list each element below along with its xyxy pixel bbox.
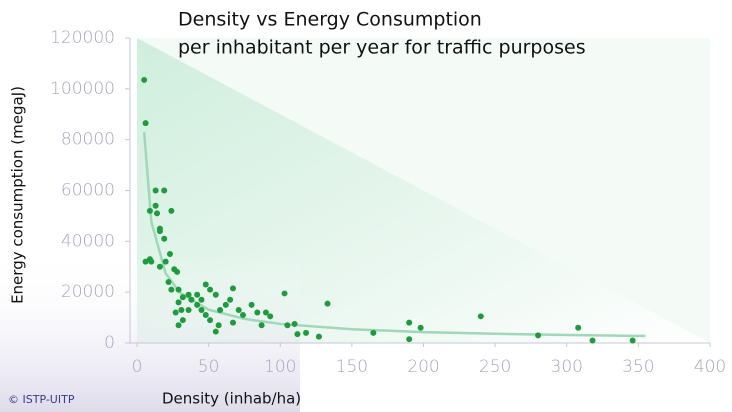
data-point (267, 313, 274, 320)
data-point (240, 312, 247, 319)
data-point (142, 258, 149, 265)
data-point (178, 306, 185, 313)
data-point (227, 296, 234, 303)
data-point (303, 329, 310, 336)
y-tick-label: 100000 (50, 79, 115, 99)
data-point (166, 251, 173, 258)
data-point (156, 263, 163, 270)
data-point (262, 309, 269, 316)
chart-subtitle: per inhabitant per year for traffic purp… (178, 37, 586, 59)
y-tick-label: 80000 (61, 130, 115, 150)
trend-line (142, 131, 646, 338)
data-point (248, 301, 255, 308)
data-point (207, 317, 214, 324)
data-point (175, 299, 182, 306)
x-tick-label: 250 (479, 357, 511, 377)
x-tick-label: 350 (622, 357, 654, 377)
data-point (161, 187, 168, 194)
data-point (141, 76, 148, 83)
data-point (294, 331, 301, 338)
y-axis-label: Energy consumption (megaJ) (9, 86, 27, 304)
data-point (148, 258, 155, 265)
data-point (222, 301, 229, 308)
data-point (535, 332, 542, 339)
data-point (174, 268, 181, 275)
data-point (152, 187, 159, 194)
data-point (175, 286, 182, 293)
x-tick-label: 400 (694, 357, 726, 377)
data-point (194, 301, 201, 308)
x-tick-label: 150 (336, 357, 368, 377)
data-point (284, 322, 291, 329)
data-point (229, 319, 236, 326)
data-point (179, 294, 186, 301)
data-point (156, 228, 163, 235)
data-point (235, 306, 242, 313)
data-point (477, 313, 484, 320)
data-point (152, 202, 159, 209)
data-point (589, 337, 596, 344)
y-tick-label: 0 (104, 333, 115, 353)
x-axis-label: Density (inhab/ha) (162, 390, 301, 408)
y-tick-label: 120000 (50, 28, 115, 48)
x-tick-label: 200 (407, 357, 439, 377)
data-point (258, 322, 265, 329)
data-point (212, 291, 219, 298)
data-point (406, 336, 413, 343)
chart-title: Density vs Energy Consumption (178, 9, 482, 31)
x-tick-label: 100 (264, 357, 296, 377)
data-point (202, 281, 209, 288)
data-point (217, 306, 224, 313)
data-point (406, 319, 413, 326)
data-point (175, 322, 182, 329)
data-point (315, 333, 322, 340)
y-tick-label: 60000 (61, 181, 115, 201)
data-point (185, 291, 192, 298)
data-point (154, 210, 161, 217)
data-point (575, 324, 582, 331)
data-point (194, 291, 201, 298)
data-point (324, 300, 331, 307)
background-haze (0, 250, 300, 412)
credit: © ISTP-UITP (8, 393, 75, 406)
y-tick-label: 20000 (61, 282, 115, 302)
x-tick-label: 300 (551, 357, 583, 377)
data-point (417, 324, 424, 331)
data-point (165, 279, 172, 285)
data-point (168, 207, 175, 214)
data-point (142, 120, 149, 127)
x-tick-label: 50 (198, 357, 220, 377)
data-point (212, 328, 219, 335)
data-point (162, 258, 169, 265)
data-point (229, 285, 236, 292)
data-point (185, 306, 192, 313)
data-point (254, 309, 261, 316)
data-point (198, 306, 205, 313)
data-point (370, 329, 377, 336)
data-point (179, 317, 186, 324)
data-point (188, 296, 195, 303)
data-point (161, 235, 168, 242)
y-tick-label: 40000 (61, 231, 115, 251)
data-point (202, 312, 209, 319)
data-point (629, 337, 636, 344)
data-point (291, 320, 298, 327)
data-point (168, 286, 175, 293)
data-point (198, 296, 205, 303)
data-point (215, 322, 222, 329)
x-tick-label: 0 (132, 357, 143, 377)
data-point (172, 309, 179, 316)
data-point (207, 286, 214, 293)
data-point (146, 207, 153, 214)
data-point (281, 290, 288, 297)
